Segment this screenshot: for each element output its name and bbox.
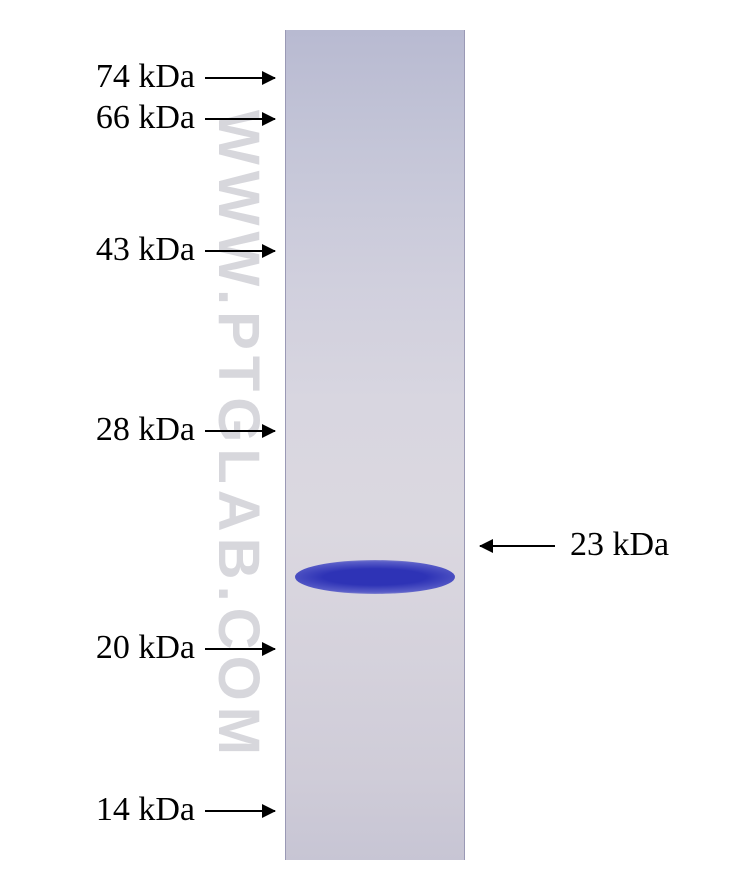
- marker-label-20kda: 20 kDa: [96, 629, 195, 667]
- target-label-23kda: 23 kDa: [570, 526, 669, 564]
- marker-arrow-74kda: [205, 77, 275, 79]
- marker-label-14kda: 14 kDa: [96, 791, 195, 829]
- target-arrow-23kda: [480, 545, 555, 547]
- marker-arrow-20kda: [205, 648, 275, 650]
- marker-label-66kda: 66 kDa: [96, 99, 195, 137]
- marker-label-74kda: 74 kDa: [96, 58, 195, 96]
- marker-label-28kda: 28 kDa: [96, 411, 195, 449]
- marker-arrow-66kda: [205, 118, 275, 120]
- marker-label-43kda: 43 kDa: [96, 231, 195, 269]
- gel-background: [285, 30, 465, 860]
- marker-arrow-14kda: [205, 810, 275, 812]
- gel-lane: [285, 30, 465, 860]
- protein-band: [295, 560, 455, 594]
- marker-arrow-28kda: [205, 430, 275, 432]
- marker-arrow-43kda: [205, 250, 275, 252]
